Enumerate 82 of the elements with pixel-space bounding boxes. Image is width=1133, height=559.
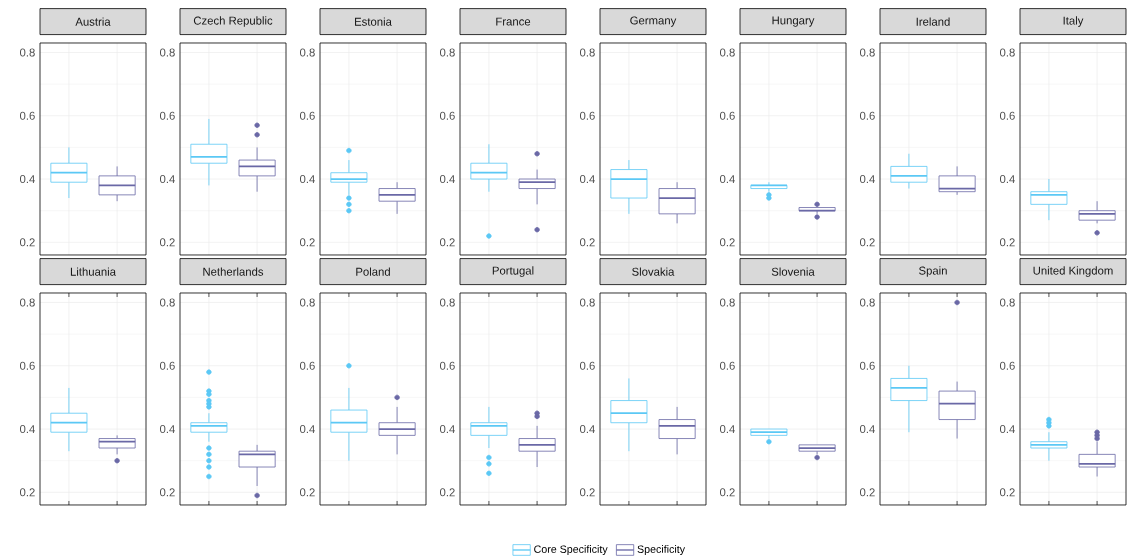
y-tick-label: 0.4 — [299, 425, 315, 434]
chart-title: Germany — [630, 16, 677, 27]
y-tick-label: 0.8 — [579, 298, 595, 307]
y-tick-label: 0.2 — [579, 488, 595, 497]
y-tick-label: 0.6 — [999, 361, 1015, 370]
chart-title: Ireland — [916, 17, 950, 26]
y-tick-label: 0.8 — [439, 48, 455, 57]
y-tick-label: 0.6 — [859, 111, 875, 120]
y-tick-label: 0.4 — [859, 175, 875, 184]
y-tick-label: 0.2 — [19, 238, 35, 247]
chart-title: Netherlands — [203, 267, 264, 276]
y-tick-label: 0.4 — [159, 175, 175, 184]
y-tick-label: 0.8 — [19, 48, 35, 57]
y-tick-label: 0.6 — [299, 361, 315, 370]
y-tick-label: 0.2 — [299, 488, 315, 497]
y-tick-label: 0.4 — [719, 175, 735, 184]
y-tick-label: 0.6 — [19, 111, 35, 120]
chart-title: France — [496, 17, 531, 26]
chart-title: Spain — [919, 266, 947, 277]
y-tick-label: 0.4 — [159, 425, 175, 434]
y-tick-label: 0.8 — [159, 48, 175, 57]
y-tick-label: 0.2 — [579, 238, 595, 247]
y-tick-label: 0.4 — [859, 425, 875, 434]
chart-title: Estonia — [355, 17, 392, 26]
y-tick-label: 0.2 — [439, 488, 455, 497]
legend-label: Core Specificity — [534, 545, 608, 556]
chart-title: United Kingdom — [1033, 266, 1113, 277]
y-tick-label: 0.8 — [19, 298, 35, 307]
y-tick-label: 0.8 — [299, 298, 315, 307]
y-tick-label: 0.4 — [19, 175, 35, 184]
y-tick-label: 0.6 — [159, 111, 175, 120]
y-tick-label: 0.2 — [299, 238, 315, 247]
y-tick-label: 0.6 — [719, 111, 735, 120]
chart-title: Italy — [1063, 16, 1084, 27]
y-tick-label: 0.6 — [579, 361, 595, 370]
y-tick-label: 0.2 — [999, 488, 1015, 497]
y-tick-label: 0.4 — [579, 175, 595, 184]
y-tick-label: 0.4 — [439, 425, 455, 434]
y-tick-label: 0.6 — [859, 361, 875, 370]
y-tick-label: 0.8 — [299, 48, 315, 57]
y-tick-label: 0.2 — [719, 488, 735, 497]
y-tick-label: 0.8 — [579, 48, 595, 57]
y-tick-label: 0.4 — [299, 175, 315, 184]
y-tick-label: 0.4 — [999, 425, 1015, 434]
chart-title: Hungary — [772, 16, 815, 27]
y-tick-label: 0.6 — [299, 111, 315, 120]
y-tick-label: 0.8 — [999, 298, 1015, 307]
y-tick-label: 0.4 — [19, 425, 35, 434]
y-tick-label: 0.2 — [19, 488, 35, 497]
y-tick-label: 0.8 — [859, 48, 875, 57]
y-tick-label: 0.2 — [159, 238, 175, 247]
y-tick-label: 0.6 — [719, 361, 735, 370]
chart-title: Austria — [75, 17, 111, 26]
chart-title: Czech Republic — [193, 16, 273, 27]
y-tick-label: 0.2 — [859, 238, 875, 247]
y-tick-label: 0.2 — [999, 238, 1015, 247]
chart-title: Portugal — [492, 266, 534, 277]
y-tick-label: 0.4 — [999, 175, 1015, 184]
chart-title: Poland — [356, 267, 390, 276]
y-tick-label: 0.8 — [159, 298, 175, 307]
chart-title: Slovakia — [632, 267, 675, 276]
y-tick-label: 0.2 — [439, 238, 455, 247]
y-tick-label: 0.6 — [999, 111, 1015, 120]
chart-title: Slovenia — [771, 267, 815, 276]
y-tick-label: 0.2 — [859, 488, 875, 497]
y-tick-label: 0.4 — [579, 425, 595, 434]
y-tick-label: 0.2 — [159, 488, 175, 497]
y-tick-label: 0.8 — [859, 298, 875, 307]
y-tick-label: 0.8 — [439, 298, 455, 307]
y-tick-label: 0.6 — [439, 111, 455, 120]
y-tick-label: 0.8 — [719, 298, 735, 307]
y-tick-label: 0.6 — [19, 361, 35, 370]
y-tick-label: 0.8 — [999, 48, 1015, 57]
y-tick-label: 0.8 — [719, 48, 735, 57]
y-tick-label: 0.6 — [159, 361, 175, 370]
legend-label: Specificity — [637, 545, 686, 556]
chart-title: Lithuania — [70, 267, 116, 276]
y-tick-label: 0.2 — [719, 238, 735, 247]
y-tick-label: 0.6 — [439, 361, 455, 370]
y-tick-label: 0.4 — [719, 425, 735, 434]
y-tick-label: 0.4 — [439, 175, 455, 184]
y-tick-label: 0.6 — [579, 111, 595, 120]
